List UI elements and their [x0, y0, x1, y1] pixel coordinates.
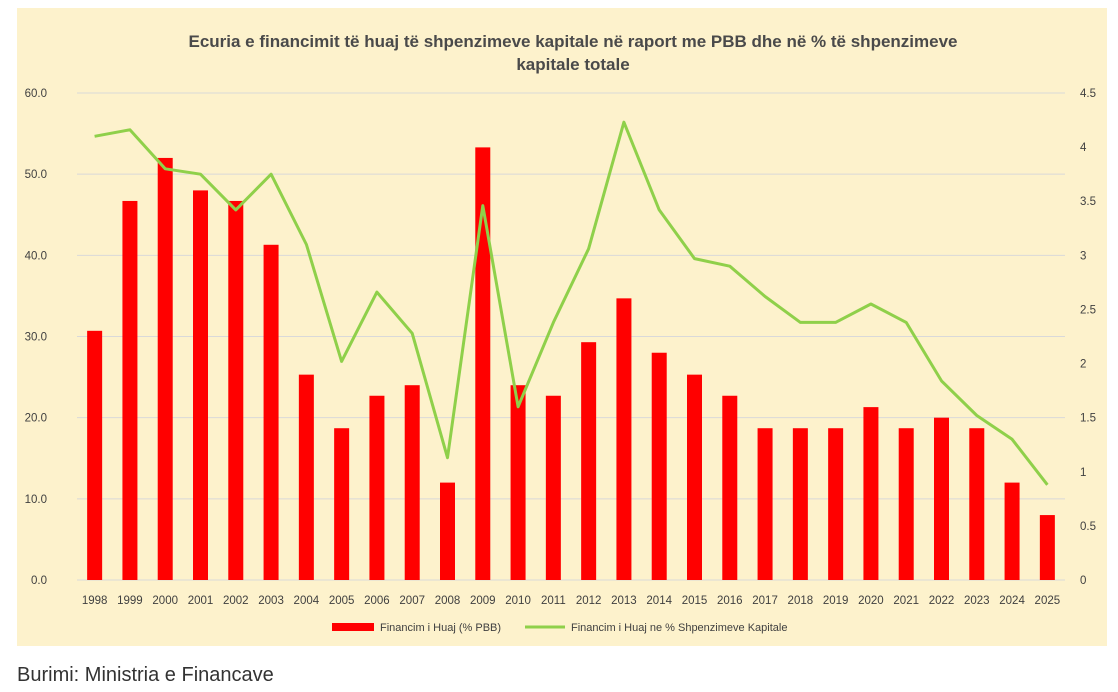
right-tick-label: 2.5: [1080, 304, 1096, 316]
right-tick-label: 1: [1080, 467, 1086, 479]
x-tick-label: 2019: [823, 595, 849, 607]
legend-label-line: Financim i Huaj ne % Shpenzimeve Kapital…: [571, 622, 787, 634]
x-tick-label: 2006: [364, 595, 390, 607]
x-tick-label: 2008: [435, 595, 461, 607]
bar: [334, 428, 350, 580]
x-tick-label: 2016: [717, 595, 743, 607]
bar: [616, 298, 632, 580]
legend: Financim i Huaj (% PBB) Financim i Huaj …: [332, 622, 787, 634]
left-tick-label: 0.0: [31, 575, 47, 587]
bar: [475, 147, 491, 581]
x-tick-label: 2025: [1035, 595, 1061, 607]
bar: [828, 428, 844, 580]
left-tick-label: 30.0: [25, 332, 47, 344]
bar: [934, 417, 949, 580]
x-tick-label: 2018: [788, 595, 814, 607]
bar: [193, 190, 208, 580]
bar: [545, 395, 561, 580]
bar: [122, 200, 138, 580]
x-tick-label: 2022: [929, 595, 955, 607]
x-tick-label: 1998: [82, 595, 108, 607]
series-line: [94, 120, 1049, 486]
left-tick-label: 50.0: [25, 169, 47, 181]
x-tick-label: 2023: [964, 595, 990, 607]
x-axis-ticks: 1998 1999 2000 2001 2002 2003 2004 2005 2006 2007…: [82, 595, 1060, 607]
bar: [369, 395, 385, 580]
x-tick-label: 2003: [258, 595, 284, 607]
bar: [87, 330, 103, 580]
bar: [651, 352, 667, 580]
right-tick-label: 4.5: [1080, 88, 1096, 100]
bar: [157, 157, 173, 580]
x-tick-label: 2020: [858, 595, 884, 607]
bar: [687, 374, 702, 580]
chart-card: Ecuria e financimit të huaj të shpenzime…: [17, 8, 1107, 646]
bar: [228, 200, 244, 580]
x-tick-label: 2005: [329, 595, 355, 607]
bar: [263, 244, 279, 580]
x-tick-label: 2012: [576, 595, 602, 607]
combo-chart: Ecuria e financimit të huaj të shpenzime…: [25, 32, 1096, 634]
legend-label-bar: Financim i Huaj (% PBB): [380, 622, 501, 634]
right-tick-label: 0.5: [1080, 521, 1096, 533]
x-tick-label: 2014: [646, 595, 672, 607]
left-tick-label: 40.0: [25, 250, 47, 262]
left-tick-label: 60.0: [25, 88, 47, 100]
x-tick-label: 2024: [999, 595, 1025, 607]
x-tick-label: 2004: [294, 595, 320, 607]
bar: [440, 482, 455, 580]
bar-series: [87, 147, 1055, 581]
bar: [898, 428, 914, 580]
x-tick-label: 1999: [117, 595, 143, 607]
bar: [404, 385, 420, 580]
right-tick-label: 0: [1080, 575, 1086, 587]
right-tick-label: 1.5: [1080, 413, 1096, 425]
bar: [1004, 482, 1020, 580]
chart-title-line-2: kapitale totale: [516, 55, 629, 74]
x-tick-label: 2013: [611, 595, 637, 607]
x-tick-label: 2000: [152, 595, 178, 607]
source-caption: Burimi: Ministria e Financave: [17, 664, 274, 686]
bar: [757, 428, 773, 580]
right-tick-label: 4: [1080, 142, 1087, 154]
bar: [510, 385, 526, 580]
x-tick-label: 2021: [893, 595, 919, 607]
chart-title-line-1: Ecuria e financimit të huaj të shpenzime…: [188, 32, 957, 51]
left-tick-label: 20.0: [25, 413, 47, 425]
right-tick-label: 2: [1080, 359, 1086, 371]
bar: [863, 407, 879, 580]
legend-swatch-bar: [332, 623, 374, 631]
left-tick-label: 10.0: [25, 494, 47, 506]
x-tick-label: 2009: [470, 595, 496, 607]
bar: [1039, 515, 1055, 580]
bar: [722, 395, 738, 580]
bar: [969, 428, 985, 580]
x-tick-label: 2010: [505, 595, 531, 607]
x-tick-label: 2017: [752, 595, 778, 607]
bar: [581, 342, 597, 580]
chart-title: Ecuria e financimit të huaj të shpenzime…: [188, 32, 957, 74]
left-axis-ticks: 0.0 10.0 20.0 30.0 40.0 50.0 60.0: [25, 88, 47, 587]
x-tick-label: 2002: [223, 595, 249, 607]
line-series: [94, 120, 1049, 486]
x-tick-label: 2011: [541, 595, 566, 607]
gridlines: [77, 92, 1065, 581]
x-tick-label: 2001: [188, 595, 214, 607]
right-tick-label: 3: [1080, 250, 1086, 262]
right-tick-label: 3.5: [1080, 196, 1096, 208]
x-tick-label: 2007: [399, 595, 425, 607]
bar: [792, 428, 808, 580]
x-tick-label: 2015: [682, 595, 708, 607]
right-axis-ticks: 0 0.5 1 1.5 2 2.5 3 3.5 4 4.5: [1080, 88, 1096, 587]
bar: [298, 374, 314, 580]
